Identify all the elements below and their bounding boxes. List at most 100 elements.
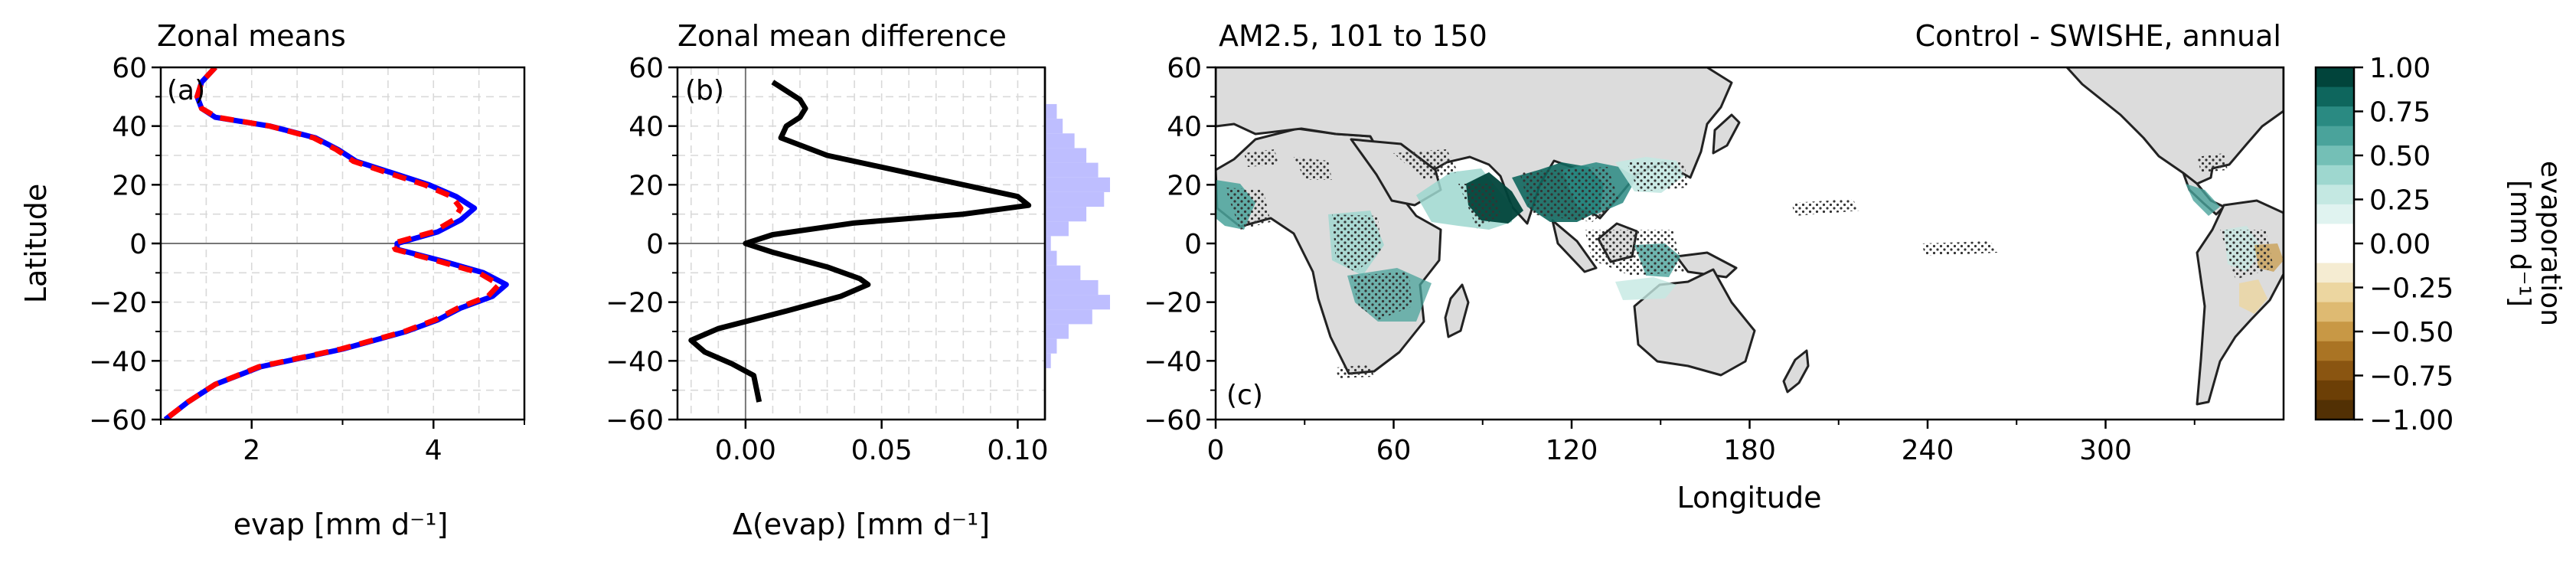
histogram-bar [1045,324,1069,339]
colorbar-segment [2316,204,2354,224]
panel-c-y-tick-label: −60 [1144,405,1202,436]
stipple-west-pacific [1627,162,1688,191]
histogram-bar [1045,353,1051,368]
colorbar-segment [2316,106,2354,127]
panel-c-y-tick-label: 20 [1167,170,1202,201]
panel-a-ylabel: Latitude [19,184,53,303]
land-new-zealand [1782,349,1810,394]
panel-b-x-tick-label: 0.00 [715,435,776,466]
panel-a-y-tick-label: −40 [89,346,147,377]
panel-b-y-tick-label: 20 [628,170,664,201]
panel-a-y-ticks: −60 −40 −20 0 20 40 60 [89,53,161,436]
colorbar-segment [2316,282,2354,303]
panel-c-x-tick-label: 0 [1207,435,1225,466]
panel-b-x-tick-label: 0.10 [987,435,1048,466]
panel-a-y-tick-label: −60 [89,405,147,436]
panel-a-x-tick-label: 4 [425,435,442,466]
histogram-bar [1045,221,1069,237]
stipple-north-africa [1294,157,1332,180]
panel-c: AM2.5, 101 to 150 Control - SWISHE, annu… [1144,19,2566,514]
stipple-maritime [1585,230,1684,276]
colorbar-segment [2316,126,2354,146]
panel-a-y-tick-label: 60 [112,53,147,84]
panel-a-x-tick-label: 2 [243,435,260,466]
histogram-bar [1045,148,1087,163]
panel-c-y-tick-label: 40 [1167,112,1202,143]
stipple-eastern-europe [1244,149,1278,167]
panel-b-y-tick-label: −60 [606,405,664,436]
colorbar [2314,66,2356,421]
panel-c-y-tick-label: −40 [1144,346,1202,377]
stipple-indian-ocean [1336,364,1374,378]
colorbar-tick-label: 0.75 [2369,97,2431,129]
panel-b-y-tick-label: 0 [646,229,664,260]
panel-c-y-ticks: −60 −40 −20 0 20 40 60 [1144,53,1216,436]
stipple-north-america [2197,153,2228,172]
colorbar-segment [2316,263,2354,283]
colorbar-tick-label: 0.50 [2369,141,2431,172]
colorbar-segment [2316,145,2354,166]
stipple-pacific-band-2 [1921,241,1998,256]
colorbar-segment [2316,400,2354,420]
panel-b-y-ticks: −60 −40 −20 0 20 40 60 [606,53,677,436]
colorbar-segment [2316,87,2354,107]
histogram-bar [1045,177,1110,192]
land-new-guinea [1675,251,1738,279]
anomaly-south-america [2239,279,2267,314]
panel-a-series [163,67,509,420]
stipple-pacific-band [1791,199,1860,216]
histogram-bar [1045,103,1057,119]
stipple-middle-east [1393,149,1458,180]
land-madagascar [1444,283,1470,338]
stipple-southern-africa [1351,272,1412,320]
histogram-bar [1045,295,1110,310]
histogram-bar [1045,133,1075,149]
panel-b-series-0 [688,80,1032,403]
panel-b-title: Zonal mean difference [677,19,1007,53]
panel-a-series-1 [163,67,502,420]
colorbar-tick-label: −0.25 [2369,273,2454,305]
colorbar-label-line1: evaporation [2535,161,2566,326]
panel-b-y-tick-label: −40 [606,346,664,377]
colorbar-tick-label: 1.00 [2369,53,2431,84]
map-stippling [1225,149,2274,378]
colorbar-ticks: 1.00 0.75 0.50 0.25 0.00 −0.25 −0.50 −0.75 −1.00 [2354,53,2454,436]
colorbar-tick-label: −1.00 [2369,405,2454,436]
histogram-bar [1045,207,1087,222]
histogram-bar [1045,309,1092,325]
anomaly-central-america [2186,184,2220,216]
colorbar-segment [2316,165,2354,185]
histogram-bar [1045,265,1081,280]
panel-a-y-tick-label: 20 [112,170,147,201]
stipple-se-asia [1520,167,1619,222]
panel-c-title-right: Control - SWISHE, annual [1915,19,2281,53]
panel-c-y-tick-label: 60 [1167,53,1202,84]
colorbar-segment [2316,302,2354,322]
panel-c-x-tick-label: 180 [1723,435,1776,466]
stipple-east-africa [1332,214,1382,272]
panel-c-x-tick-label: 300 [2079,435,2132,466]
panel-c-x-tick-label: 240 [1902,435,1954,466]
panel-c-x-tick-label: 60 [1376,435,1412,466]
colorbar-segment [2316,224,2354,244]
anomaly-australia-north [1615,277,1677,300]
panel-c-xlabel: Longitude [1677,481,1822,514]
panel-b-y-tick-label: 60 [628,53,664,84]
panel-c-x-tick-label: 120 [1546,435,1598,466]
map-content [1216,67,2284,420]
colorbar-segment [2316,322,2354,342]
panel-a-title: Zonal means [157,19,346,53]
colorbar-label-line2: [mm d⁻¹] [2504,180,2535,307]
panel-b-series [688,80,1032,403]
panel-b-y-tick-label: −20 [606,288,664,319]
panel-b-y-tick-label: 40 [628,112,664,143]
colorbar-segment [2316,243,2354,264]
land-sumatra [1551,219,1598,273]
panel-c-x-ticks: 0 60 120 180 240 300 [1207,420,2196,466]
panel-c-tag: (c) [1226,380,1263,411]
histogram-bar [1045,338,1057,354]
histogram-bar [1045,279,1099,296]
colorbar-tick-label: 0.25 [2369,185,2431,217]
panel-c-y-tick-label: −20 [1144,288,1202,319]
